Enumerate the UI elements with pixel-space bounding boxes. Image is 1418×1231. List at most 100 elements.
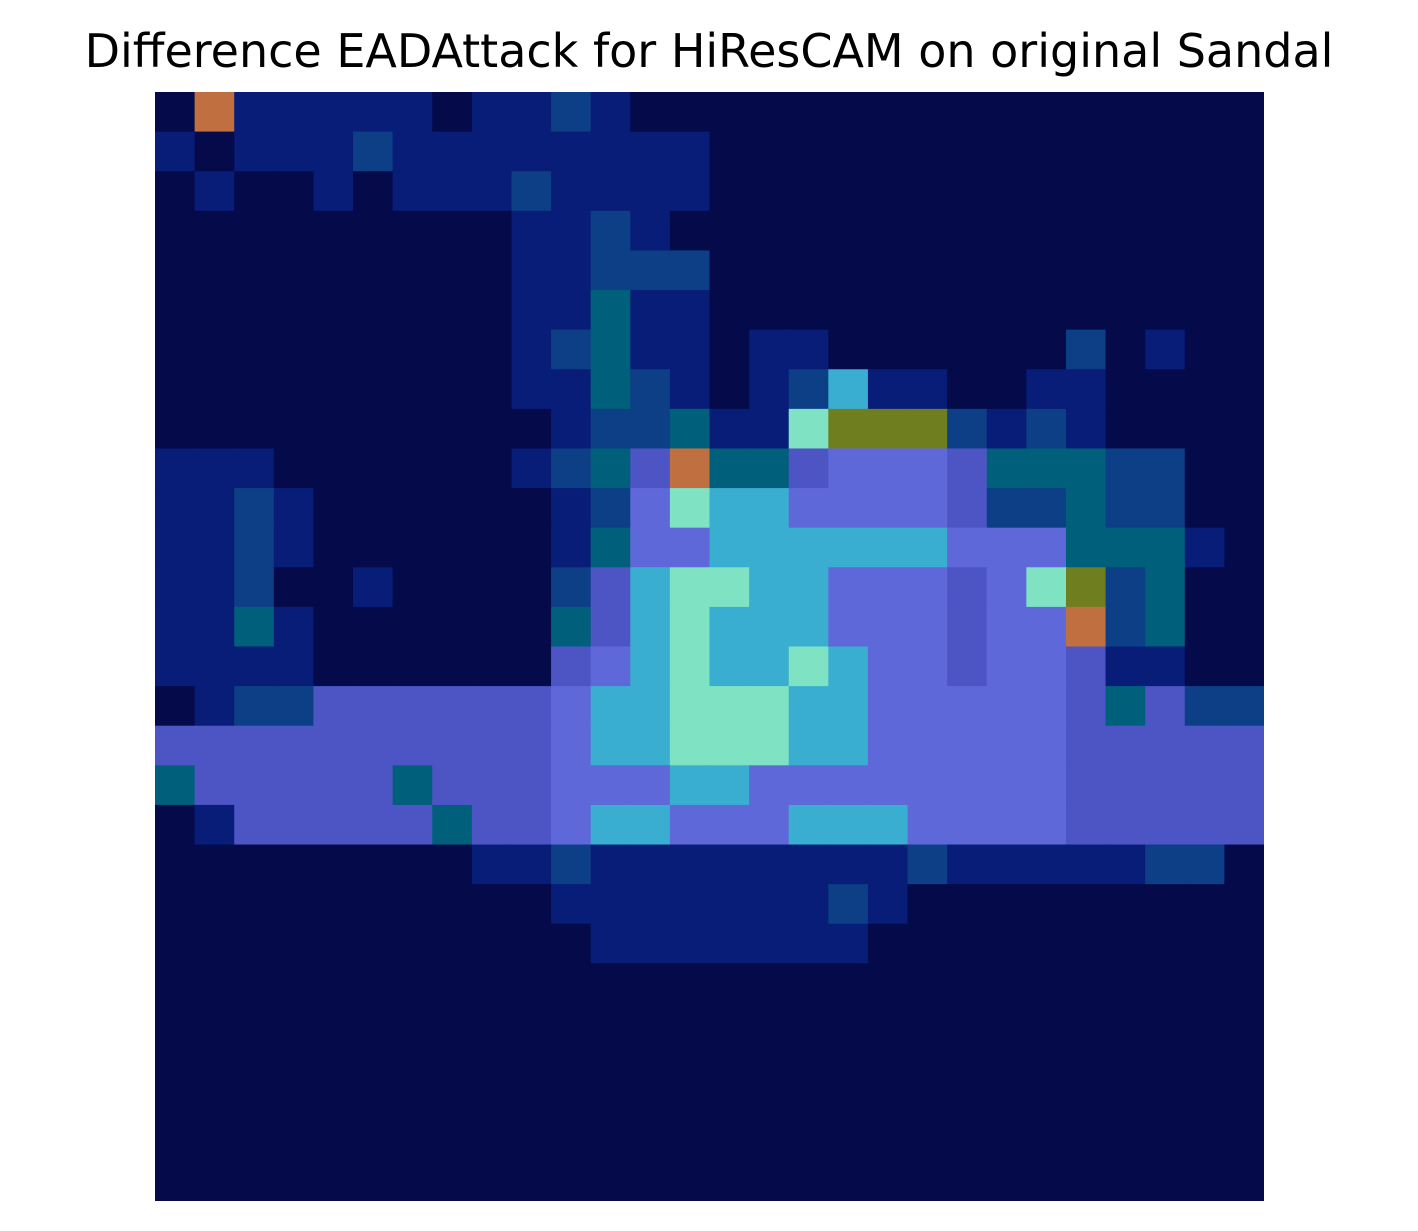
heatmap-cell (273, 884, 315, 925)
heatmap-cell (986, 369, 1028, 410)
heatmap-cell (709, 369, 750, 410)
heatmap-cell (194, 686, 236, 727)
heatmap-cell (273, 329, 315, 371)
heatmap-cell (273, 804, 315, 846)
heatmap-cell (551, 646, 592, 687)
heatmap-cell (907, 1042, 948, 1083)
heatmap-cell (1145, 804, 1186, 846)
heatmap-cell (1224, 1161, 1264, 1201)
heatmap-cell (234, 131, 275, 173)
heatmap-cell (986, 329, 1028, 371)
heatmap-cell (669, 408, 711, 450)
heatmap-cell (788, 488, 830, 529)
heatmap-cell (947, 171, 988, 212)
heatmap-cell (590, 171, 632, 212)
heatmap-cell (234, 567, 275, 608)
heatmap-cell (947, 1002, 988, 1044)
heatmap-cell (828, 646, 869, 687)
heatmap-cell (392, 369, 434, 410)
heatmap-cell (511, 1082, 552, 1123)
heatmap-cell (234, 408, 275, 450)
heatmap-cell (471, 408, 513, 450)
heatmap-cell (749, 210, 790, 252)
heatmap-cell (155, 765, 196, 806)
heatmap-cell (590, 1002, 632, 1044)
heatmap-cell (1224, 1121, 1264, 1163)
heatmap-cell (590, 765, 632, 806)
heatmap-cell (828, 567, 869, 608)
heatmap-cell (669, 923, 711, 965)
heatmap-cell (511, 527, 552, 569)
heatmap-cell (551, 884, 592, 925)
heatmap-cell (273, 567, 315, 608)
heatmap-cell (590, 92, 632, 133)
heatmap-cell (986, 1161, 1028, 1201)
heatmap-cell (867, 171, 909, 212)
heatmap-cell (432, 250, 473, 291)
heatmap-cell (1026, 171, 1067, 212)
heatmap-cell (590, 686, 632, 727)
heatmap-cell (432, 1082, 473, 1123)
heatmap-cell (353, 963, 394, 1004)
heatmap-cell (471, 448, 513, 489)
heatmap-cell (155, 92, 196, 133)
heatmap-cell (709, 527, 750, 569)
heatmap-cell (1105, 408, 1146, 450)
heatmap-cell (1184, 1121, 1226, 1163)
heatmap-cell (1145, 567, 1186, 608)
heatmap-cell (353, 171, 394, 212)
heatmap-cell (1026, 1082, 1067, 1123)
heatmap-cell (1224, 1042, 1264, 1083)
heatmap-cell (1145, 131, 1186, 173)
heatmap-cell (867, 448, 909, 489)
heatmap-cell (1065, 963, 1107, 1004)
heatmap-cell (1224, 408, 1264, 450)
heatmap-cell (471, 804, 513, 846)
heatmap-cell (828, 923, 869, 965)
heatmap-cell (1224, 725, 1264, 767)
heatmap-cell (630, 369, 671, 410)
heatmap-cell (471, 171, 513, 212)
heatmap-cell (273, 171, 315, 212)
heatmap-cell (749, 488, 790, 529)
heatmap-cell (511, 804, 552, 846)
heatmap-cell (669, 1002, 711, 1044)
heatmap-cell (947, 923, 988, 965)
heatmap-cell (907, 250, 948, 291)
heatmap-cell (392, 844, 434, 885)
heatmap-cell (194, 1002, 236, 1044)
heatmap-cell (1224, 290, 1264, 331)
heatmap-cell (590, 884, 632, 925)
heatmap-cell (1184, 250, 1226, 291)
heatmap-cell (1145, 210, 1186, 252)
heatmap-cell (234, 1042, 275, 1083)
heatmap-cell (1105, 765, 1146, 806)
heatmap-cell (947, 725, 988, 767)
heatmap-cell (669, 765, 711, 806)
heatmap-cell (867, 1002, 909, 1044)
heatmap-cell (709, 488, 750, 529)
heatmap-cell (511, 567, 552, 608)
heatmap-cell (630, 290, 671, 331)
heatmap-cell (551, 92, 592, 133)
heatmap-cell (828, 725, 869, 767)
heatmap-cell (590, 804, 632, 846)
heatmap-cell (1026, 210, 1067, 252)
heatmap-cell (1184, 290, 1226, 331)
heatmap-cell (313, 923, 354, 965)
heatmap-cell (669, 686, 711, 727)
heatmap-cell (1105, 527, 1146, 569)
heatmap-cell (788, 369, 830, 410)
heatmap-cell (155, 804, 196, 846)
heatmap-cell (867, 131, 909, 173)
heatmap-cell (947, 131, 988, 173)
heatmap-cell (1026, 448, 1067, 489)
heatmap-cell (986, 844, 1028, 885)
heatmap-cell (1184, 844, 1226, 885)
heatmap-cell (511, 210, 552, 252)
heatmap-cell (709, 250, 750, 291)
heatmap-cell (432, 1042, 473, 1083)
heatmap-cell (788, 765, 830, 806)
heatmap-cell (1184, 567, 1226, 608)
heatmap-cell (947, 1042, 988, 1083)
